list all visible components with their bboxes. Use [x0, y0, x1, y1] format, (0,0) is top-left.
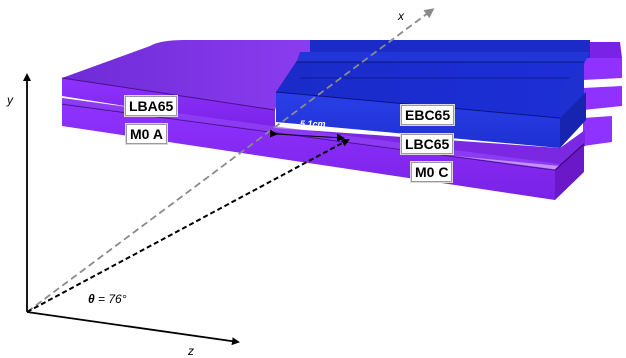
distance-marker: 5.1cm — [269, 119, 345, 142]
label-lba65: LBA65 — [125, 96, 178, 116]
theta-label: θ = 76° — [88, 292, 127, 306]
label-ebc65: EBC65 — [401, 105, 455, 125]
axes: y z x — [6, 8, 435, 358]
label-m0c: M0 C — [411, 162, 453, 182]
label-lbc65: LBC65 — [401, 134, 454, 154]
particle-direction-line — [26, 139, 350, 313]
y-axis-label: y — [6, 93, 14, 107]
theta-symbol: θ — [88, 292, 95, 306]
x-axis-line — [26, 8, 435, 313]
z-axis-line — [26, 311, 240, 346]
x-axis-label: x — [397, 9, 405, 23]
distance-label: 5.1cm — [300, 119, 326, 129]
z-axis-label: z — [187, 344, 194, 358]
theta-value: = 76° — [95, 292, 127, 306]
label-m0a: M0 A — [126, 124, 167, 144]
